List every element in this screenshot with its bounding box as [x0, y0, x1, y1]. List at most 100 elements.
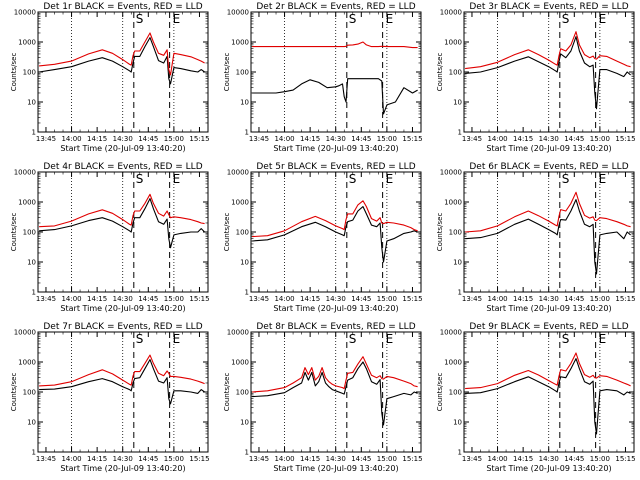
events-series-line — [39, 198, 205, 249]
x-tick-label: 14:15 — [513, 455, 533, 463]
x-tick-label: 14:00 — [61, 135, 81, 143]
y-tick-label: 1 — [32, 449, 36, 457]
x-tick-label: 15:15 — [402, 455, 422, 463]
x-tick-label: 14:30 — [539, 455, 559, 463]
y-tick-label: 1000 — [231, 359, 249, 367]
y-tick-label: 10000 — [440, 9, 462, 17]
x-tick-label: 14:45 — [564, 455, 584, 463]
y-tick-label: 10 — [453, 99, 462, 107]
y-tick-label: 100 — [449, 229, 462, 237]
panel-title: Det 8r BLACK = Events, RED = LLD — [256, 322, 415, 332]
x-axis-label: Start Time (20-Jul-09 13:40:20) — [273, 144, 398, 153]
y-tick-label: 1000 — [444, 359, 462, 367]
x-tick-label: 14:45 — [564, 295, 584, 303]
e-marker-label: E — [386, 332, 394, 346]
x-tick-label: 14:45 — [564, 135, 584, 143]
x-tick-label: 14:15 — [87, 295, 107, 303]
s-marker-label: S — [136, 12, 144, 26]
x-tick-label: 14:30 — [113, 295, 133, 303]
x-tick-label: 14:00 — [61, 455, 81, 463]
lld-series-line — [39, 354, 205, 387]
x-tick-label: 15:00 — [590, 135, 610, 143]
x-tick-label: 13:45 — [249, 295, 269, 303]
y-tick-label: 1 — [245, 289, 249, 297]
x-tick-label: 15:00 — [590, 295, 610, 303]
y-tick-label: 10 — [453, 259, 462, 267]
x-axis-label: Start Time (20-Jul-09 13:40:20) — [60, 144, 185, 153]
x-tick-label: 15:00 — [377, 455, 397, 463]
lld-series-line — [465, 31, 631, 70]
lld-series-line — [465, 352, 631, 390]
events-series-line — [252, 206, 418, 263]
x-tick-label: 13:45 — [36, 295, 56, 303]
y-tick-label: 100 — [449, 69, 462, 77]
events-series-line — [252, 361, 418, 426]
x-tick-label: 15:15 — [615, 135, 635, 143]
x-axis-label: Start Time (20-Jul-09 13:40:20) — [486, 464, 611, 473]
events-series-line — [39, 359, 205, 405]
y-tick-label: 10 — [240, 99, 249, 107]
panel-title: Det 4r BLACK = Events, RED = LLD — [43, 162, 202, 172]
x-tick-label: 14:15 — [300, 295, 320, 303]
y-tick-label: 1000 — [444, 39, 462, 47]
panel-title: Det 7r BLACK = Events, RED = LLD — [43, 322, 202, 332]
x-tick-label: 15:15 — [402, 135, 422, 143]
x-tick-label: 14:45 — [138, 135, 158, 143]
y-tick-label: 100 — [23, 69, 36, 77]
x-tick-label: 15:15 — [189, 295, 209, 303]
y-tick-label: 100 — [449, 389, 462, 397]
e-marker-label: E — [599, 172, 607, 186]
e-marker-label: E — [173, 172, 181, 186]
events-series-line — [465, 199, 631, 275]
x-tick-label: 14:00 — [274, 135, 294, 143]
events-series-line — [39, 37, 205, 85]
events-series-line — [465, 36, 631, 110]
lld-series-line — [39, 32, 205, 76]
y-axis-label: Counts/sec — [10, 373, 18, 412]
y-tick-label: 10 — [453, 419, 462, 427]
panel-title: Det 3r BLACK = Events, RED = LLD — [469, 2, 628, 12]
x-axis-label: Start Time (20-Jul-09 13:40:20) — [60, 304, 185, 313]
x-tick-label: 13:45 — [462, 295, 482, 303]
s-marker-label: S — [349, 332, 357, 346]
x-tick-label: 15:15 — [189, 455, 209, 463]
x-tick-label: 14:15 — [87, 135, 107, 143]
x-tick-label: 14:45 — [351, 455, 371, 463]
x-tick-label: 15:15 — [402, 295, 422, 303]
x-tick-label: 14:15 — [300, 455, 320, 463]
x-tick-label: 13:45 — [36, 135, 56, 143]
x-axis-label: Start Time (20-Jul-09 13:40:20) — [486, 144, 611, 153]
events-series-line — [252, 78, 418, 115]
x-axis-label: Start Time (20-Jul-09 13:40:20) — [486, 304, 611, 313]
y-tick-label: 1 — [458, 129, 462, 137]
e-marker-label: E — [386, 172, 394, 186]
x-tick-label: 14:30 — [326, 135, 346, 143]
x-tick-label: 14:30 — [539, 135, 559, 143]
x-tick-label: 15:00 — [164, 455, 184, 463]
x-tick-label: 13:45 — [249, 455, 269, 463]
e-marker-label: E — [599, 332, 607, 346]
x-axis-label: Start Time (20-Jul-09 13:40:20) — [273, 304, 398, 313]
x-tick-label: 15:00 — [590, 455, 610, 463]
x-tick-label: 14:00 — [487, 455, 507, 463]
y-axis-label: Counts/sec — [436, 373, 444, 412]
y-axis-label: Counts/sec — [223, 373, 231, 412]
x-tick-label: 14:45 — [351, 295, 371, 303]
s-marker-label: S — [562, 172, 570, 186]
y-axis-label: Counts/sec — [10, 53, 18, 92]
x-tick-label: 14:15 — [87, 455, 107, 463]
x-tick-label: 15:00 — [164, 295, 184, 303]
y-tick-label: 1000 — [444, 199, 462, 207]
x-tick-label: 13:45 — [462, 455, 482, 463]
x-tick-label: 15:00 — [377, 295, 397, 303]
y-tick-label: 10 — [27, 99, 36, 107]
y-tick-label: 100 — [236, 69, 249, 77]
panel-title: Det 5r BLACK = Events, RED = LLD — [256, 162, 415, 172]
s-marker-label: S — [562, 12, 570, 26]
x-tick-label: 15:15 — [615, 455, 635, 463]
x-tick-label: 14:45 — [138, 295, 158, 303]
